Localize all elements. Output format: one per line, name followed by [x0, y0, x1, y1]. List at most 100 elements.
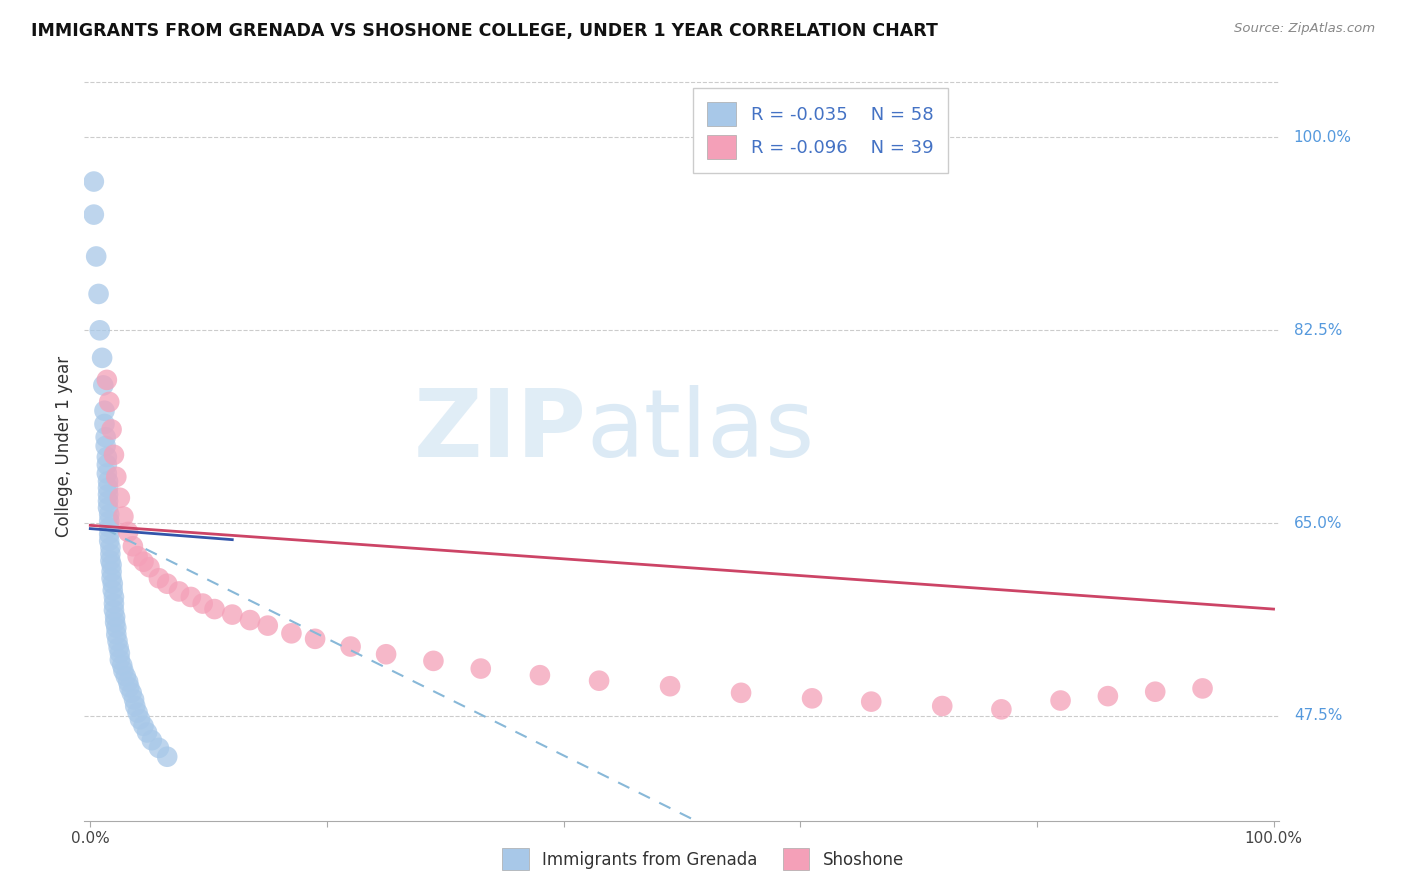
Point [112, 509, 135, 524]
Point [100, 422, 122, 436]
Point [97, 500, 120, 515]
Point [138, 560, 160, 574]
Text: Source: ZipAtlas.com: Source: ZipAtlas.com [1234, 22, 1375, 36]
Text: 82.5%: 82.5% [1294, 323, 1343, 338]
Point [156, 749, 179, 764]
Legend: R = -0.035    N = 58, R = -0.096    N = 39: R = -0.035 N = 58, R = -0.096 N = 39 [693, 88, 948, 173]
Point [87, 287, 110, 301]
Point [108, 653, 131, 667]
Point [91, 378, 114, 392]
Point [96, 467, 118, 481]
Point [529, 668, 551, 682]
Point [105, 470, 128, 484]
Text: 47.5%: 47.5% [1294, 708, 1343, 723]
Point [801, 691, 824, 706]
Point [191, 597, 214, 611]
Point [730, 686, 752, 700]
Point [107, 640, 129, 655]
Point [89, 323, 111, 337]
Point [103, 603, 125, 617]
Point [100, 571, 122, 585]
Point [588, 673, 610, 688]
Point [96, 450, 118, 464]
Point [180, 590, 202, 604]
Point [659, 679, 682, 693]
Point [221, 607, 243, 622]
Text: 100.0%: 100.0% [1294, 130, 1351, 145]
Point [100, 553, 122, 567]
Point [97, 481, 120, 495]
Point [94, 439, 117, 453]
Point [104, 609, 127, 624]
Text: 65.0%: 65.0% [1294, 516, 1343, 531]
Point [94, 430, 117, 444]
Legend: Immigrants from Grenada, Shoshone: Immigrants from Grenada, Shoshone [495, 842, 911, 877]
Point [100, 558, 122, 572]
Point [127, 549, 149, 564]
Point [100, 541, 122, 555]
Point [97, 475, 120, 489]
Point [97, 487, 120, 501]
Point [105, 627, 128, 641]
Point [118, 681, 141, 695]
Point [97, 494, 120, 508]
Point [239, 613, 262, 627]
Point [339, 640, 361, 654]
Point [132, 719, 155, 733]
Point [122, 539, 145, 553]
Point [1049, 693, 1071, 707]
Point [101, 583, 124, 598]
Point [84, 250, 107, 264]
Point [136, 725, 159, 739]
Text: atlas: atlas [586, 385, 814, 477]
Point [117, 524, 139, 539]
Point [990, 702, 1012, 716]
Point [107, 634, 129, 648]
Point [105, 621, 128, 635]
Point [98, 508, 121, 522]
Point [860, 695, 883, 709]
Point [167, 584, 190, 599]
Point [127, 706, 149, 720]
Point [100, 565, 122, 579]
Point [98, 514, 121, 528]
Point [1191, 681, 1213, 696]
Point [103, 448, 125, 462]
Point [93, 417, 115, 431]
Point [101, 576, 124, 591]
Point [104, 615, 127, 630]
Point [256, 618, 278, 632]
Point [141, 733, 163, 747]
Point [121, 686, 143, 700]
Point [98, 533, 121, 548]
Point [108, 491, 131, 505]
Point [129, 712, 152, 726]
Point [375, 647, 398, 661]
Point [156, 576, 179, 591]
Point [124, 699, 146, 714]
Point [100, 547, 122, 561]
Point [280, 626, 302, 640]
Point [108, 646, 131, 660]
Point [98, 527, 121, 541]
Point [83, 175, 105, 189]
Point [1144, 684, 1167, 698]
Point [114, 669, 136, 683]
Point [1097, 689, 1119, 703]
Point [122, 692, 145, 706]
Point [132, 555, 155, 569]
Point [98, 520, 121, 534]
Point [103, 590, 125, 604]
Point [103, 597, 125, 611]
Y-axis label: College, Under 1 year: College, Under 1 year [55, 355, 73, 537]
Point [96, 458, 118, 472]
Point [148, 571, 170, 585]
Point [91, 351, 114, 365]
Point [931, 699, 953, 714]
Point [117, 674, 139, 689]
Point [111, 658, 134, 673]
Point [470, 662, 492, 676]
Point [112, 664, 135, 678]
Text: ZIP: ZIP [413, 385, 586, 477]
Point [304, 632, 326, 646]
